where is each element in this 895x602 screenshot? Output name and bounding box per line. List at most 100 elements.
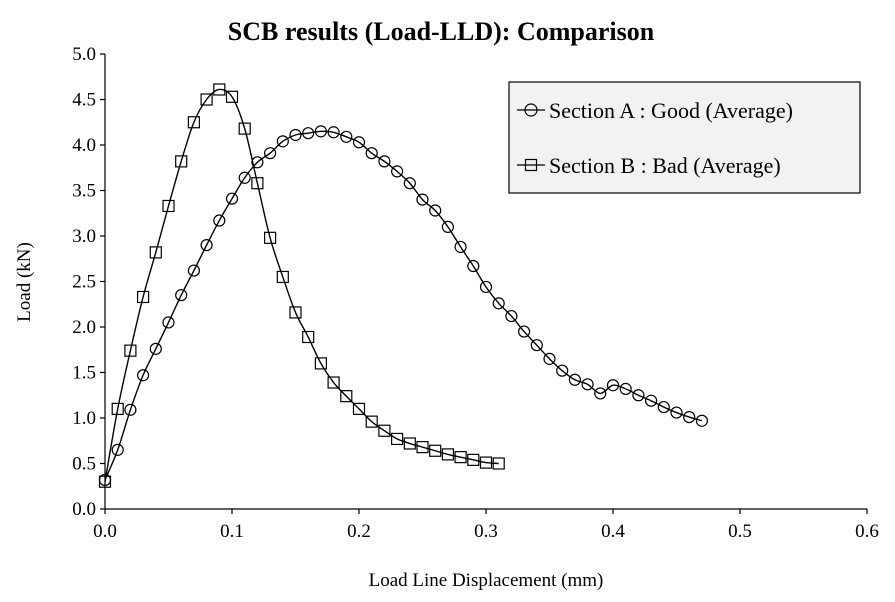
data-point-section-b (378, 424, 391, 437)
data-point-section-b (124, 344, 137, 357)
data-point-section-b (276, 270, 289, 284)
data-point-section-a (124, 403, 137, 416)
data-point-section-b (340, 390, 353, 403)
y-tick-label: 3.5 (72, 181, 96, 202)
data-point-section-a (543, 352, 556, 365)
data-point-section-a (594, 387, 607, 400)
data-point-section-a (327, 126, 340, 139)
data-point-section-b (441, 448, 454, 461)
y-tick-label: 2.5 (72, 272, 96, 293)
data-point-section-a (429, 204, 442, 217)
x-axis-ticks: 0.0 0.1 0.2 0.3 0.4 0.5 0.6 (93, 509, 879, 542)
data-point-section-b (98, 475, 112, 488)
data-point-section-a (581, 378, 594, 391)
legend-box (508, 81, 861, 194)
data-point-section-a (670, 406, 683, 419)
legend-marker-section-b (524, 158, 538, 172)
data-point-section-b (467, 453, 480, 466)
y-tick-label: 4.0 (72, 135, 96, 156)
y-axis-ticks: 0.0 0.5 1.0 1.5 2.0 2.5 3.0 3.5 4.0 4.5 5.0 (72, 44, 105, 520)
data-point-section-a (568, 373, 582, 386)
data-point-section-a (251, 156, 264, 169)
data-point-section-a (352, 136, 366, 149)
data-point-section-b (327, 376, 340, 389)
data-point-section-a (619, 382, 632, 395)
legend-label-section-a: Section A : Good (Average) (549, 98, 793, 123)
data-point-section-a (264, 147, 277, 160)
data-point-section-b (175, 155, 188, 168)
data-point-section-a (606, 379, 620, 392)
data-point-section-b (365, 415, 378, 428)
data-point-section-a (175, 289, 188, 302)
data-point-section-b (403, 437, 416, 450)
x-tick-label: 0.5 (728, 521, 752, 542)
x-tick-label: 0.1 (220, 521, 244, 542)
data-point-section-a (556, 364, 569, 377)
data-point-section-a (454, 240, 467, 254)
y-tick-label: 1.0 (72, 408, 96, 429)
data-point-section-a (314, 125, 327, 138)
data-point-section-a (416, 193, 429, 206)
data-point-section-a (187, 264, 200, 277)
data-point-section-a (340, 130, 353, 143)
x-axis-label: Load Line Displacement (mm) (369, 570, 604, 591)
data-point-section-a (391, 165, 404, 178)
data-point-section-b (149, 246, 162, 259)
data-point-section-a (479, 280, 493, 294)
y-tick-label: 0.5 (72, 454, 96, 475)
x-tick-label: 0.3 (474, 521, 498, 542)
data-point-section-a (467, 259, 480, 273)
data-point-section-b (200, 93, 213, 106)
data-point-section-a (111, 443, 124, 456)
data-point-section-a (137, 369, 150, 382)
data-point-section-b (454, 451, 467, 464)
y-tick-label: 1.5 (72, 363, 96, 384)
data-point-section-a (644, 394, 658, 407)
data-point-section-a (530, 339, 543, 352)
data-point-section-a (302, 127, 315, 140)
y-axis-label: Load (kN) (14, 242, 35, 322)
data-point-section-b (429, 444, 442, 457)
legend-marker-section-a (524, 103, 538, 117)
data-point-section-a (149, 342, 162, 355)
data-point-section-b (302, 330, 315, 344)
y-tick-label: 4.5 (72, 90, 96, 111)
data-point-section-b (264, 231, 277, 244)
data-point-section-b (352, 402, 366, 415)
data-point-section-b (187, 116, 200, 129)
data-point-section-a (225, 192, 239, 205)
data-point-section-b (416, 441, 429, 454)
data-point-section-a (441, 220, 454, 233)
data-point-section-a (200, 239, 213, 252)
data-point-section-a (632, 389, 645, 402)
data-point-section-a (695, 414, 709, 427)
y-tick-label: 3.0 (72, 226, 96, 247)
data-point-section-b (492, 457, 505, 470)
y-tick-label: 0.0 (72, 499, 96, 520)
series-layer (98, 83, 709, 488)
data-point-section-b (162, 199, 175, 213)
x-tick-label: 0.4 (601, 521, 625, 542)
x-tick-label: 0.0 (93, 521, 117, 542)
data-point-section-b (251, 177, 264, 190)
data-point-section-a (505, 309, 518, 323)
data-point-section-a (276, 135, 289, 148)
data-point-section-a (492, 297, 505, 310)
data-point-section-a (657, 400, 670, 414)
data-point-section-a (517, 325, 531, 338)
data-point-section-a (403, 177, 416, 190)
x-tick-label: 0.6 (855, 521, 879, 542)
data-point-section-b (225, 90, 239, 103)
data-point-section-b (238, 122, 251, 135)
legend: Section A : Good (Average) Section B : B… (508, 81, 861, 194)
series-line-section-a (104, 130, 703, 481)
data-point-section-a (365, 147, 378, 160)
x-tick-label: 0.2 (347, 521, 371, 542)
data-point-section-a (683, 410, 696, 424)
series-section-a (98, 125, 709, 486)
chart-title: SCB results (Load-LLD): Comparison (228, 17, 655, 46)
series-section-b (98, 83, 505, 488)
data-point-section-b (111, 402, 124, 415)
